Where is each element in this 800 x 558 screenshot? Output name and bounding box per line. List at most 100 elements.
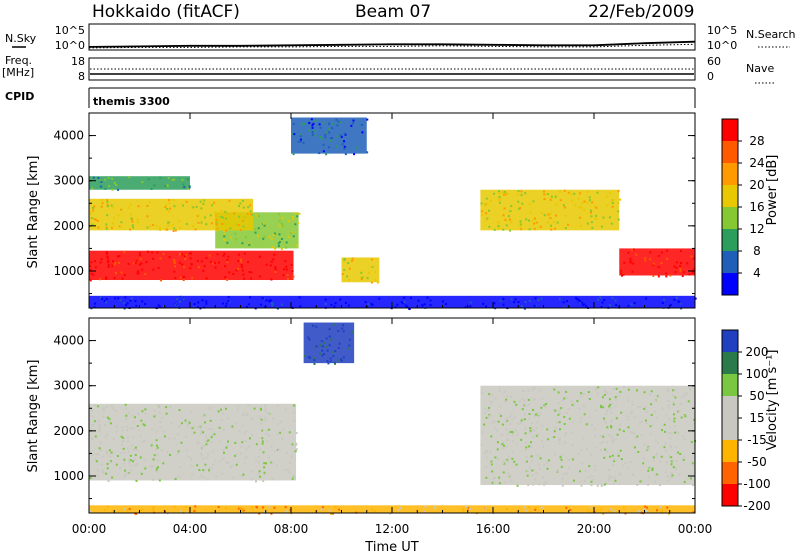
speckle [251, 433, 254, 436]
speckle [293, 476, 296, 479]
speckle [179, 252, 182, 255]
speckle [324, 136, 327, 139]
speckle [281, 217, 284, 220]
speckle [135, 304, 138, 307]
speckle [584, 479, 587, 482]
speckle [596, 191, 599, 194]
speckle [634, 416, 637, 419]
speckle [623, 386, 626, 389]
speckle [545, 402, 548, 405]
speckle [343, 140, 346, 143]
speckle [165, 412, 168, 415]
speckle [691, 272, 694, 275]
speckle [295, 442, 298, 445]
speckle [399, 507, 402, 510]
colorbar-cell [722, 440, 738, 462]
speckle [106, 214, 109, 217]
speckle [491, 421, 494, 424]
speckle [647, 483, 650, 486]
speckle [197, 301, 200, 304]
speckle [649, 258, 652, 261]
speckle [90, 217, 93, 220]
speckle [183, 255, 186, 258]
speckle [572, 479, 575, 482]
speckle [156, 453, 159, 456]
speckle [664, 442, 667, 445]
speckle [524, 427, 527, 430]
speckle [324, 302, 327, 305]
speckle [586, 222, 589, 225]
speckle [299, 133, 302, 136]
speckle [206, 440, 209, 443]
speckle [218, 460, 221, 463]
speckle [133, 262, 136, 265]
speckle [630, 412, 633, 415]
speckle [191, 206, 194, 209]
speckle [542, 445, 545, 448]
speckle [509, 395, 512, 398]
velocity-ylabel: Slant Range [km] [26, 360, 41, 473]
speckle [124, 473, 127, 476]
speckle [610, 403, 613, 406]
scatter-region [89, 198, 254, 231]
speckle [115, 183, 118, 186]
speckle [176, 298, 179, 301]
cpid-label: CPID [5, 90, 34, 103]
speckle [616, 433, 619, 436]
speckle [426, 296, 429, 299]
speckle [590, 424, 593, 427]
speckle [173, 505, 176, 508]
speckle [210, 434, 213, 437]
speckle [283, 469, 286, 472]
speckle [666, 249, 669, 252]
speckle [505, 419, 508, 422]
speckle [105, 452, 108, 455]
speckle [632, 248, 635, 251]
speckle [511, 431, 514, 434]
speckle [639, 480, 642, 483]
speckle [295, 432, 298, 435]
speckle [650, 403, 653, 406]
speckle [264, 407, 267, 410]
speckle [263, 466, 266, 469]
speckle [204, 216, 207, 219]
speckle [94, 404, 97, 407]
speckle [519, 421, 522, 424]
speckle [235, 422, 238, 425]
speckle [619, 423, 622, 426]
speckle [153, 415, 156, 418]
speckle [488, 393, 491, 396]
speckle [360, 271, 363, 274]
speckle [330, 512, 333, 515]
speckle [498, 195, 501, 198]
speckle [566, 472, 569, 475]
speckle [214, 213, 217, 216]
speckle [329, 357, 332, 360]
speckle [614, 438, 617, 441]
speckle [633, 302, 636, 305]
speckle [571, 421, 574, 424]
speckle [663, 446, 666, 449]
speckle [520, 228, 523, 231]
speckle [522, 389, 525, 392]
speckle [515, 463, 518, 466]
speckle [501, 443, 504, 446]
speckle [671, 474, 674, 477]
speckle [513, 400, 516, 403]
speckle [674, 431, 677, 434]
speckle [680, 249, 683, 252]
speckle [237, 267, 240, 270]
speckle [241, 242, 244, 245]
speckle [309, 356, 312, 359]
speckle [225, 461, 228, 464]
speckle [689, 477, 692, 480]
speckle [531, 474, 534, 477]
speckle [318, 152, 321, 155]
speckle [225, 302, 228, 305]
speckle [497, 457, 500, 460]
speckle [212, 262, 215, 265]
speckle [602, 435, 605, 438]
speckle [590, 209, 593, 212]
speckle [93, 260, 96, 263]
speckle [571, 403, 574, 406]
